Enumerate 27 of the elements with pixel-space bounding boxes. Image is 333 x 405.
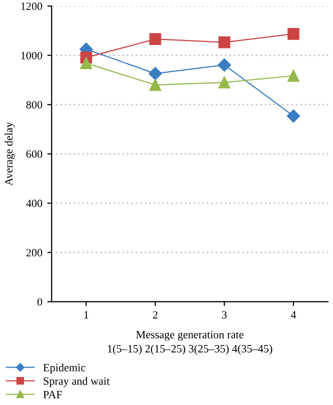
point [218, 58, 231, 72]
legend-label: Spray and wait [44, 377, 110, 388]
x-tick-label: 2 [152, 311, 158, 318]
x-tick-label: 1 [84, 311, 88, 318]
x-tick-label: 3 [222, 311, 227, 319]
point [288, 28, 300, 40]
point [80, 57, 92, 70]
y-tick-label: 1200 [21, 2, 42, 10]
legend-label: PAF [43, 390, 62, 398]
x-axis-title: Message generation rate [136, 330, 244, 341]
y-tick-label: 600 [26, 150, 42, 158]
y-tick-label: 400 [26, 200, 42, 208]
point [149, 33, 162, 45]
x-tick-label: 4 [290, 311, 296, 318]
y-tick-label: 0 [37, 298, 42, 306]
legend-label: Epidemic [43, 364, 86, 374]
y-axis-title: Average delay [4, 122, 15, 186]
y-tick-label: 1000 [21, 52, 42, 60]
text: 1(5–15) 2(15–25) 3(25–35) 4(35–45) [108, 344, 272, 355]
point [148, 66, 162, 80]
point [286, 109, 300, 123]
y-tick-label: 200 [26, 248, 42, 256]
point [218, 76, 230, 88]
point [288, 70, 300, 82]
y-tick-label: 800 [26, 101, 42, 109]
point [149, 79, 162, 91]
point [218, 36, 230, 48]
